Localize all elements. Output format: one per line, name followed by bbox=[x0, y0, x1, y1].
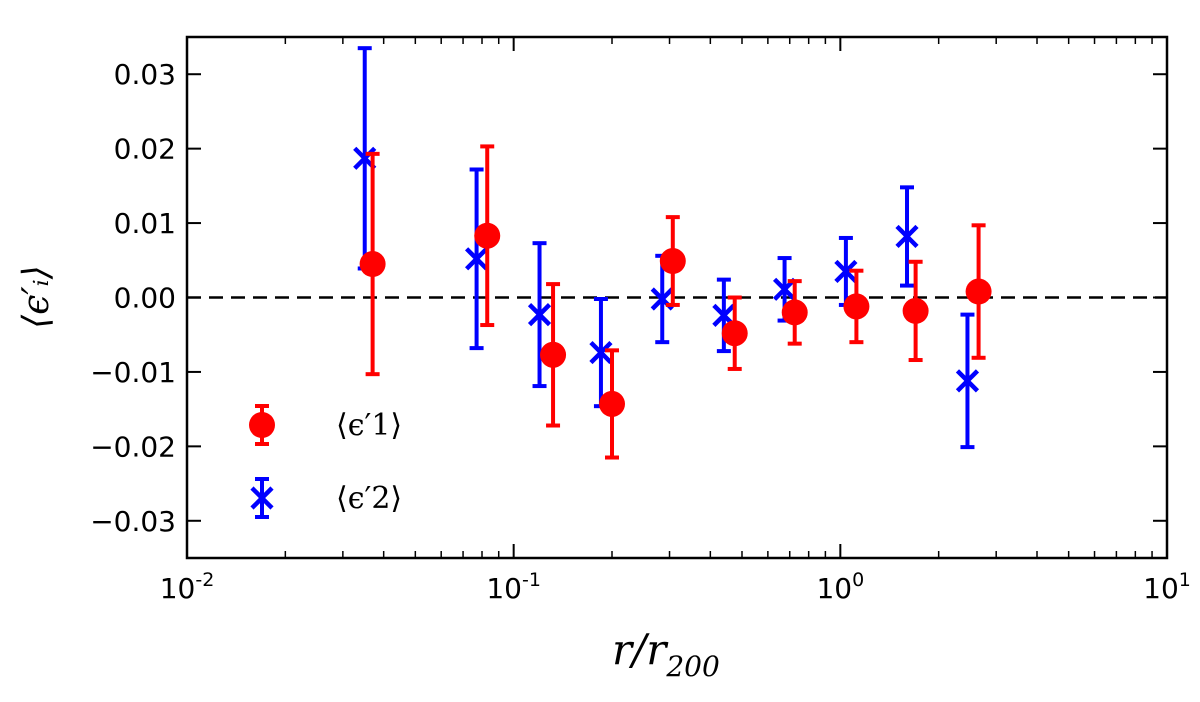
data-point-e2-stroke bbox=[464, 247, 489, 271]
data-point-e2-stroke bbox=[712, 303, 736, 327]
data-point-e2 bbox=[834, 259, 858, 284]
data-point-e2-stroke bbox=[955, 369, 980, 393]
data-point-e2-stroke bbox=[834, 259, 858, 284]
plot-frame bbox=[185, 35, 1169, 560]
data-point-e2 bbox=[527, 303, 552, 327]
y-tick-label: 0.03 bbox=[114, 58, 176, 91]
legend: ⟨ϵ′1⟩ ⟨ϵ′2⟩ bbox=[336, 408, 402, 516]
data-point-e1 bbox=[965, 278, 992, 305]
plot-area: 0.03 0.02 0.01 0.00 −0.01 −0.02 −0.03 10-2 10-1 1… bbox=[90, 37, 1191, 605]
data-point-e1 bbox=[902, 297, 929, 324]
y-tick-label: 0.02 bbox=[114, 133, 176, 166]
y-axis-label: ⟨ϵ′ᵢ⟩ bbox=[16, 265, 57, 329]
y-tick-label: −0.02 bbox=[90, 430, 176, 463]
y-tick-label: −0.01 bbox=[90, 356, 176, 389]
data-point-e1 bbox=[474, 222, 501, 249]
data-point-e1 bbox=[781, 299, 808, 326]
data-point-e2 bbox=[589, 340, 613, 365]
data-point-e1 bbox=[540, 341, 567, 368]
y-tick-label: 0.01 bbox=[114, 207, 176, 240]
legend-marker-e1 bbox=[249, 412, 275, 438]
x-tick-label: 101 bbox=[1143, 569, 1191, 605]
legend-label-e2: ⟨ϵ′2⟩ bbox=[336, 481, 402, 516]
data-point-e2 bbox=[895, 224, 919, 249]
x-tick-label: 100 bbox=[816, 569, 864, 605]
data-point-e2-stroke bbox=[527, 303, 552, 327]
x-axis-label-sub: 200 bbox=[665, 650, 719, 683]
y-tick-label: 0.00 bbox=[114, 282, 176, 315]
data-point-e1 bbox=[721, 320, 748, 347]
data-point-e2-stroke bbox=[589, 340, 613, 365]
legend-marker-e2-stroke bbox=[250, 486, 274, 510]
svg-text:r/r200: r/r200 bbox=[612, 625, 720, 683]
data-point-e2 bbox=[955, 369, 980, 393]
legend-label-e1: ⟨ϵ′1⟩ bbox=[336, 408, 402, 443]
data-point-e2-stroke bbox=[353, 146, 377, 170]
data-point-e2-stroke bbox=[650, 287, 674, 311]
x-axis-label: r/r200 bbox=[612, 625, 720, 683]
x-tick-label: 10-2 bbox=[160, 569, 215, 605]
data-point-e1 bbox=[599, 390, 626, 417]
x-axis-label-main: r/r bbox=[612, 625, 669, 674]
data-point-e1 bbox=[843, 293, 870, 320]
data-point-e1 bbox=[659, 248, 686, 275]
data-point-e2-stroke bbox=[895, 224, 919, 249]
legend-marker-e2 bbox=[250, 486, 274, 510]
x-tick-label: 10-1 bbox=[486, 569, 541, 605]
data-point-e1 bbox=[359, 251, 386, 278]
y-tick-label: −0.03 bbox=[90, 505, 176, 538]
data-point-e2 bbox=[464, 247, 489, 271]
